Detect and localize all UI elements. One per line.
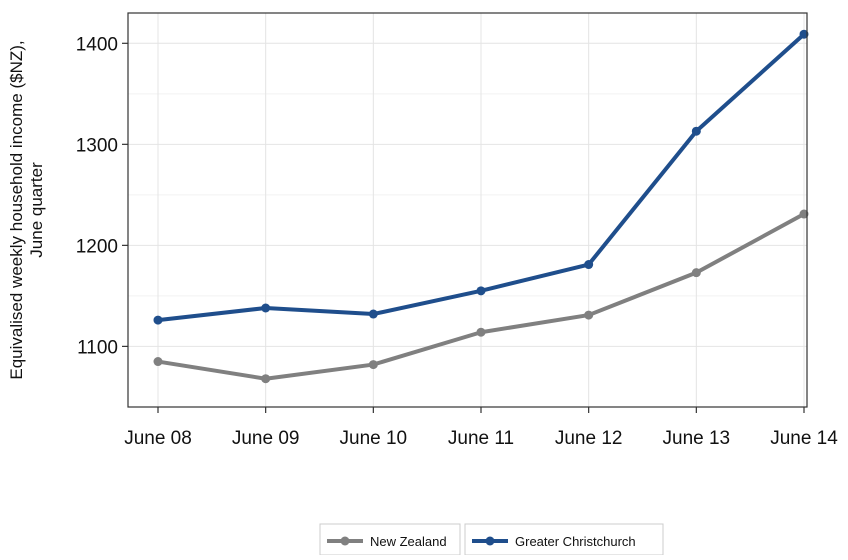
data-point: [476, 327, 486, 337]
legend-key-point: [340, 536, 350, 546]
x-tick-label: June 11: [448, 428, 514, 449]
x-tick-label: June 14: [770, 428, 838, 449]
data-point: [368, 360, 378, 370]
legend-key-point: [485, 536, 495, 546]
legend-label: Greater Christchurch: [515, 534, 636, 549]
grid-layer: [128, 13, 807, 407]
plot-panel-border: [127, 12, 808, 408]
x-tick-label: June 08: [124, 428, 192, 449]
data-point: [584, 260, 594, 270]
data-point: [799, 29, 809, 39]
y-tick-label: 1300: [76, 135, 118, 156]
x-tick-label: June 13: [663, 428, 731, 449]
series-layer: [153, 29, 809, 384]
y-axis-label-line-2: June quarter: [27, 162, 46, 258]
y-tick-label: 1200: [76, 236, 118, 257]
legend: New Zealand Greater Christchurch: [319, 523, 664, 556]
x-tick-label: June 10: [340, 428, 408, 449]
data-point: [691, 268, 701, 278]
y-axis-label-line-1: Equivalised weekly household income ($NZ…: [7, 40, 26, 379]
legend-label: New Zealand: [370, 534, 447, 549]
axis-layer: 1100 1200 1300 1400 June 08 June 09 June 10 Jun…: [76, 34, 839, 449]
data-point: [691, 126, 701, 136]
y-tick-label: 1100: [77, 337, 118, 358]
data-point: [153, 357, 163, 367]
x-tick-label: June 09: [232, 428, 300, 449]
data-point: [476, 286, 486, 296]
data-point: [153, 315, 163, 325]
data-point: [368, 309, 378, 319]
x-tick-label: June 12: [555, 428, 623, 449]
data-point: [799, 209, 809, 219]
y-tick-label: 1400: [76, 34, 118, 55]
data-point: [261, 303, 271, 313]
data-point: [584, 310, 594, 320]
data-point: [261, 374, 271, 384]
